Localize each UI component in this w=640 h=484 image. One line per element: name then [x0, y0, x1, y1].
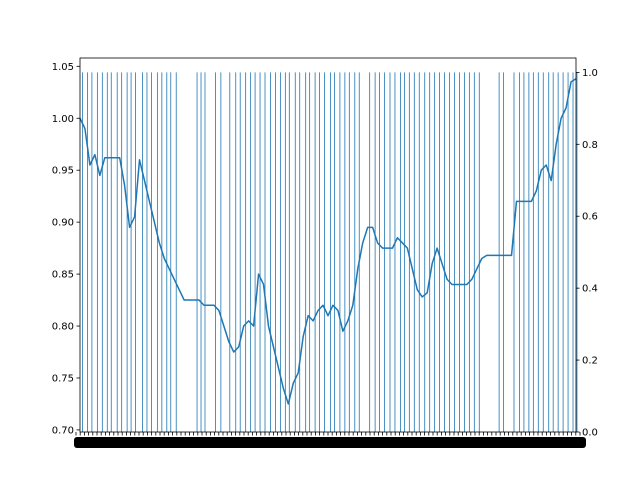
right-tick-label-3: 0.6: [582, 212, 598, 223]
left-tick-label-4: 0.90: [52, 218, 74, 229]
right-tick-label-2: 0.4: [582, 284, 598, 295]
left-tick-label-6: 1.00: [52, 114, 74, 125]
left-tick-label-2: 0.80: [52, 322, 74, 333]
right-tick-label-0: 0.0: [582, 428, 598, 439]
x-tick-labels-band: [74, 437, 586, 448]
axes-frame: [79, 57, 577, 433]
left-tick-label-0: 0.70: [52, 425, 74, 436]
left-tick-label-5: 0.95: [52, 166, 74, 177]
right-tick-label-5: 1.0: [582, 68, 598, 79]
left-tick-label-3: 0.85: [52, 270, 74, 281]
left-tick-label-1: 0.75: [52, 373, 74, 384]
right-tick-label-1: 0.2: [582, 356, 598, 367]
left-tick-label-7: 1.05: [52, 62, 74, 73]
right-tick-label-4: 0.8: [582, 140, 598, 151]
series-line: [79, 78, 577, 405]
